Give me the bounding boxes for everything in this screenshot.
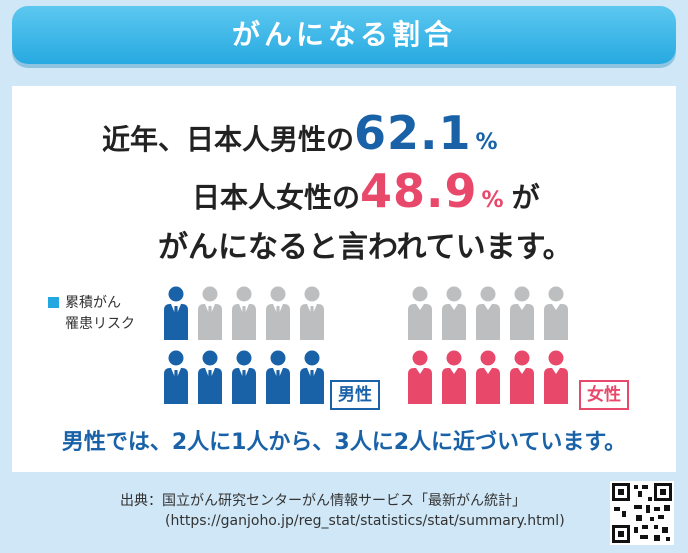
male-percent-sign: % — [475, 130, 498, 155]
male-person-filled-icon — [300, 350, 324, 404]
headline-line-3: がんになると言われています。 — [158, 230, 573, 265]
qr-code-icon — [610, 481, 674, 545]
content-card: 近年、日本人男性の62.1% 日本人女性の48.9% が がんになると言われていま… — [12, 86, 676, 472]
source-url: (https://ganjoho.jp/reg_stat/statistics/… — [165, 513, 565, 529]
legend-swatch — [48, 297, 59, 308]
male-person-filled-icon — [164, 286, 188, 340]
female-person-filled-icon — [544, 350, 568, 404]
qr-code[interactable] — [610, 481, 674, 545]
female-person-empty-icon — [442, 286, 466, 340]
male-person-filled-icon — [266, 350, 290, 404]
headline-male-prefix: 近年、日本人男性の — [102, 123, 355, 156]
headline-line-2: 日本人女性の48.9% が — [192, 164, 540, 218]
male-person-empty-icon — [266, 286, 290, 340]
source-line-1: 出典：国立がん研究センターがん情報サービス「最新がん統計」 — [120, 493, 526, 509]
male-person-filled-icon — [198, 350, 222, 404]
male-person-empty-icon — [198, 286, 222, 340]
male-person-empty-icon — [300, 286, 324, 340]
headline-line-1: 近年、日本人男性の62.1% — [102, 106, 498, 160]
legend-row-1: 累積がん — [48, 293, 135, 314]
male-rate: 62.1 — [354, 106, 472, 160]
female-percent-sign: % — [481, 188, 504, 213]
female-rate: 48.9 — [360, 164, 478, 218]
legend-row-2: 罹患リスク — [48, 314, 135, 335]
legend-label-2: 罹患リスク — [65, 316, 135, 332]
male-label: 男性 — [330, 380, 380, 410]
male-person-filled-icon — [232, 350, 256, 404]
page-title: がんになる割合 — [231, 18, 456, 51]
female-person-filled-icon — [510, 350, 534, 404]
headline-female-suffix: が — [511, 181, 540, 214]
female-person-filled-icon — [476, 350, 500, 404]
female-person-empty-icon — [408, 286, 432, 340]
title-banner: がんになる割合 — [12, 6, 676, 64]
headline-female-prefix: 日本人女性の — [192, 181, 361, 214]
female-person-empty-icon — [476, 286, 500, 340]
female-person-empty-icon — [544, 286, 568, 340]
female-label: 女性 — [579, 380, 629, 410]
female-person-empty-icon — [510, 286, 534, 340]
legend: 累積がん 罹患リスク — [48, 293, 135, 335]
male-person-filled-icon — [164, 350, 188, 404]
female-person-filled-icon — [442, 350, 466, 404]
summary-text: 男性では、2人に1人から、3人に2人に近づいています。 — [61, 430, 627, 455]
male-person-empty-icon — [232, 286, 256, 340]
legend-label-1: 累積がん — [65, 295, 121, 311]
female-person-filled-icon — [408, 350, 432, 404]
